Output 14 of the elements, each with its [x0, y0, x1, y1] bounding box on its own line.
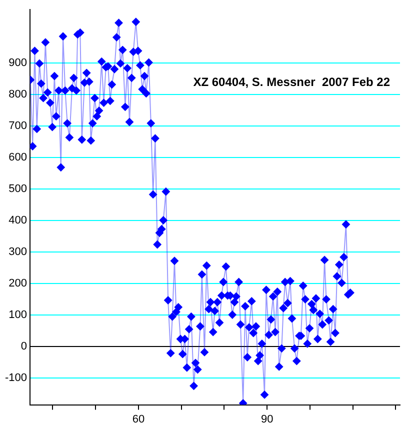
y-tick-label: 0 [20, 340, 28, 353]
y-tick-label: 400 [8, 214, 28, 227]
y-tick-label: 300 [8, 246, 28, 258]
y-tick-label: 500 [8, 183, 28, 196]
y-tick-label: -100 [4, 372, 28, 384]
x-tick-label: 60 [132, 413, 145, 426]
y-tick-label: 700 [8, 120, 28, 132]
y-tick-label: 600 [8, 152, 28, 164]
annotation: XZ 60404, S. Messner 2007 Feb 22 [193, 74, 390, 89]
y-tick-label: 100 [8, 309, 28, 322]
x-tick-label: 90 [260, 413, 274, 426]
y-tick-label: 800 [8, 88, 28, 101]
y-tick-label: 900 [8, 57, 28, 70]
y-tick-label: 200 [8, 278, 28, 290]
